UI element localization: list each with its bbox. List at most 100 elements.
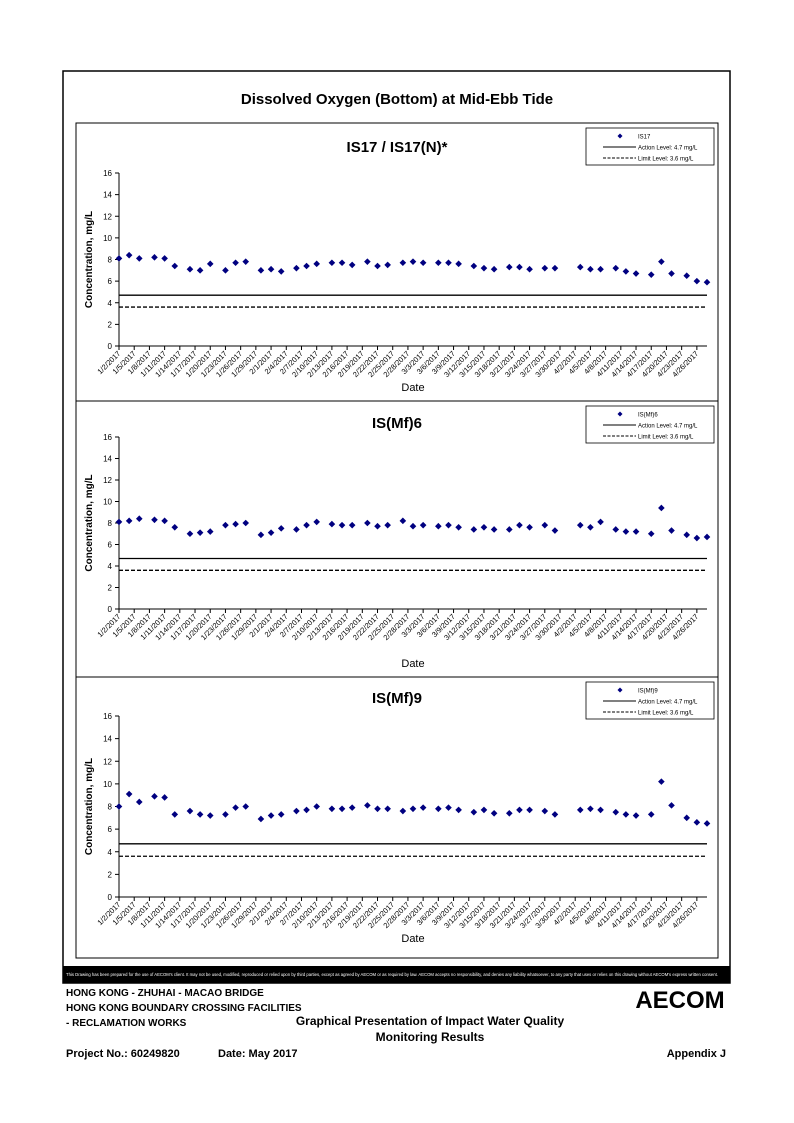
y-axis-label: Concentration, mg/L [84,211,95,308]
project-no: Project No.: 60249820 [66,1048,180,1060]
data-point [445,259,452,267]
data-point [374,522,381,530]
y-tick-label: 8 [108,256,113,265]
drawing-title: Monitoring Results [376,1030,485,1044]
data-point [587,524,594,531]
data-point [587,805,594,813]
project-line: - RECLAMATION WORKS [66,1018,187,1029]
x-axis-label: Date [401,658,424,670]
data-point [338,805,346,813]
data-point [348,804,356,811]
project-line: HONG KONG - ZHUHAI - MACAO BRIDGE [66,988,264,999]
data-point [374,262,381,270]
y-axis-label: Concentration, mg/L [84,474,95,571]
data-point [171,524,179,531]
data-point [576,806,584,814]
y-tick-label: 12 [103,476,112,485]
legend-label: Limit Level: 3.6 mg/L [638,157,694,163]
y-tick-label: 2 [108,870,113,879]
data-point [151,516,158,524]
data-point [632,812,640,819]
legend-label: IS(Mf)9 [638,689,658,695]
data-point [683,531,691,539]
data-point [303,262,310,270]
data-point [196,267,204,274]
data-point [161,517,168,525]
data-point [668,527,675,534]
y-tick-label: 6 [108,541,113,550]
data-point [242,519,250,527]
data-point [668,802,675,809]
data-point [125,790,133,798]
data-point [257,267,265,274]
data-point [435,259,442,267]
data-point [506,263,513,271]
data-point [526,524,533,531]
data-point [364,258,371,265]
x-axis-label: Date [401,382,424,394]
page-title: Dissolved Oxygen (Bottom) at Mid-Ebb Tid… [241,91,553,108]
data-point [115,518,123,526]
data-point [587,265,594,273]
data-point [135,515,143,522]
data-point [125,517,133,525]
data-point [277,525,285,532]
data-point [196,811,204,818]
data-point [222,267,229,274]
data-point [419,804,427,811]
y-tick-label: 0 [108,342,113,351]
legend-label: Limit Level: 3.6 mg/L [638,711,694,717]
frame [62,70,731,984]
data-point [384,521,391,529]
y-tick-label: 0 [108,605,113,614]
data-point [597,806,604,814]
data-point [125,251,133,259]
data-point [435,805,442,813]
data-point [277,268,285,275]
disclaimer-band [63,966,730,983]
data-point [384,261,391,269]
data-point [668,270,675,277]
data-point [303,521,310,529]
data-point [293,807,300,815]
data-point [516,806,523,814]
data-point [206,812,214,819]
y-tick-label: 4 [108,299,113,308]
y-tick-label: 12 [103,212,112,221]
data-point [703,820,711,827]
y-tick-label: 14 [103,455,112,464]
y-tick-label: 16 [103,433,112,442]
data-point [115,255,123,262]
data-point [490,265,498,273]
data-point [328,520,336,528]
data-point [470,526,478,533]
panel [75,676,719,959]
data-point [455,524,462,531]
data-point [612,264,620,272]
data-point [622,268,630,275]
data-point [374,805,381,813]
data-point [658,778,665,785]
disclaimer: This Drawing has been prepared for the u… [66,972,718,977]
data-point [703,278,711,286]
data-point [612,526,620,533]
data-point [328,805,336,813]
data-point [196,529,204,536]
data-point [171,811,179,818]
data-point [267,265,275,273]
data-point [445,521,452,529]
y-tick-label: 8 [108,519,113,528]
data-point [293,264,300,272]
data-point [222,521,229,529]
data-point [597,265,604,273]
data-point [135,255,143,262]
data-point [206,528,214,535]
data-point [419,259,427,267]
data-point [480,524,488,531]
data-point [242,258,250,265]
data-point [399,807,407,815]
data-point [647,530,655,538]
y-tick-label: 2 [108,320,113,329]
data-point [506,526,513,533]
data-point [409,258,417,265]
